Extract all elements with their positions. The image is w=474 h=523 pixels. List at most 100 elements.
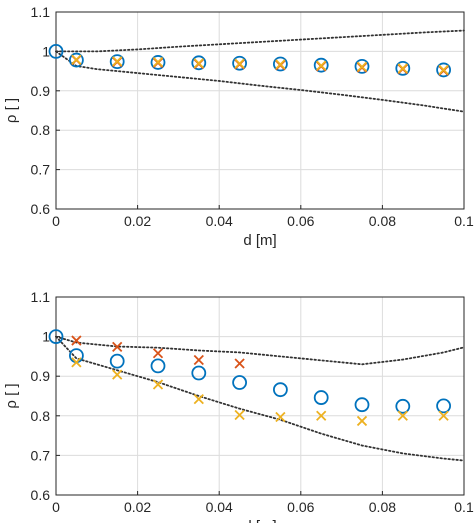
- y-tick-label: 0.8: [31, 122, 51, 138]
- x-point: [234, 58, 245, 69]
- x-point-stroke: [71, 54, 82, 65]
- x-point-stroke: [112, 369, 123, 380]
- x-point-stroke: [71, 335, 82, 346]
- circle-point: [354, 397, 370, 413]
- circle-point: [48, 44, 64, 59]
- plot-frame: [55, 296, 465, 496]
- x-point-stroke: [71, 357, 82, 368]
- x-point: [356, 61, 368, 72]
- x-point: [152, 379, 164, 390]
- x-tick-label: 0.1: [454, 213, 474, 229]
- circle-point: [109, 353, 125, 369]
- circle-point: [191, 55, 207, 71]
- x-tick-label: 0.08: [369, 499, 396, 515]
- circle-point: [150, 358, 166, 374]
- circle-point: [272, 56, 288, 72]
- x-point: [112, 56, 123, 67]
- y-tick-label: 0.8: [31, 408, 51, 424]
- x-tick-label: 0.02: [124, 499, 151, 515]
- circle-point: [69, 52, 84, 68]
- circle-point: [48, 329, 64, 345]
- y-tick-label: 1: [42, 329, 50, 345]
- x-point-stroke: [356, 415, 368, 427]
- y-axis-label: ρ [ ]: [3, 98, 20, 123]
- x-point-stroke: [193, 58, 204, 69]
- x-tick-label: 0.06: [287, 213, 314, 229]
- x-point: [316, 410, 327, 421]
- y-tick-label: 1: [42, 43, 50, 59]
- x-point: [71, 357, 82, 368]
- x-point: [234, 409, 245, 421]
- x-tick-label: 0.04: [206, 213, 233, 229]
- x-point-stroke: [234, 409, 245, 421]
- circle-point: [395, 60, 411, 76]
- x-point-stroke: [152, 348, 164, 359]
- circle-point: [232, 375, 248, 390]
- bound-line: [55, 335, 465, 366]
- x-point: [316, 60, 327, 71]
- circle-point: [232, 55, 248, 71]
- x-point-stroke: [397, 63, 408, 74]
- x-tick-label: 0.06: [287, 499, 314, 515]
- x-point: [438, 410, 449, 421]
- x-point-stroke: [152, 56, 164, 68]
- y-tick-label: 1.1: [31, 4, 51, 20]
- x-point-stroke: [275, 411, 286, 423]
- x-point: [397, 410, 408, 421]
- x-point-stroke: [316, 410, 327, 421]
- x-point: [397, 63, 408, 74]
- y-axis-label: ρ [ ]: [3, 383, 20, 408]
- y-tick-label: 1.1: [31, 289, 51, 305]
- x-point-stroke: [152, 379, 164, 390]
- x-point: [152, 56, 164, 68]
- x-point-stroke: [193, 354, 204, 366]
- x-point: [112, 341, 123, 353]
- x-point: [112, 369, 123, 380]
- x-point: [152, 348, 164, 359]
- circle-point: [354, 58, 370, 74]
- bound-line: [55, 29, 465, 53]
- x-axis-label: d [m]: [243, 518, 276, 523]
- x-point-stroke: [397, 410, 408, 421]
- plot-frame: [55, 11, 465, 210]
- x-point: [193, 58, 204, 69]
- circle-point: [313, 390, 329, 405]
- x-point: [71, 335, 82, 346]
- x-point-stroke: [438, 64, 449, 76]
- x-tick-label: 0.04: [206, 499, 233, 515]
- x-tick-label: 0: [52, 213, 60, 229]
- x-point-stroke: [275, 59, 286, 70]
- top-panel: 0 0.02 0.04 0.06 0.08 0.1 0.6 0.7 0.8 0.9 1 1.1 d [m…: [3, 4, 474, 249]
- x-point: [234, 358, 245, 369]
- circle-point: [69, 348, 84, 364]
- x-point: [356, 415, 368, 427]
- y-tick-label: 0.7: [31, 162, 51, 178]
- y-tick-label: 0.6: [31, 201, 51, 217]
- bound-line: [55, 335, 465, 462]
- y-tick-label: 0.9: [31, 83, 51, 99]
- x-point: [438, 64, 449, 76]
- y-tick-label: 0.6: [31, 487, 51, 503]
- circle-point: [436, 398, 452, 414]
- bound-line: [55, 50, 465, 113]
- circle-point: [395, 398, 411, 414]
- x-tick-label: 0.1: [454, 499, 474, 515]
- circle-point: [436, 62, 452, 78]
- x-point-stroke: [438, 410, 449, 421]
- x-tick-label: 0: [52, 499, 60, 515]
- x-point-stroke: [234, 58, 245, 69]
- y-tick-label: 0.9: [31, 368, 51, 384]
- x-point-stroke: [234, 358, 245, 369]
- x-point: [275, 411, 286, 423]
- x-point-stroke: [112, 341, 123, 353]
- x-axis-label: d [m]: [243, 232, 276, 249]
- circle-point: [150, 55, 166, 70]
- x-point: [193, 394, 204, 405]
- x-point-stroke: [112, 56, 123, 67]
- x-point: [71, 54, 82, 65]
- x-point-stroke: [356, 61, 368, 72]
- circle-point: [109, 54, 125, 70]
- circle-point: [313, 57, 329, 73]
- x-tick-label: 0.08: [369, 213, 396, 229]
